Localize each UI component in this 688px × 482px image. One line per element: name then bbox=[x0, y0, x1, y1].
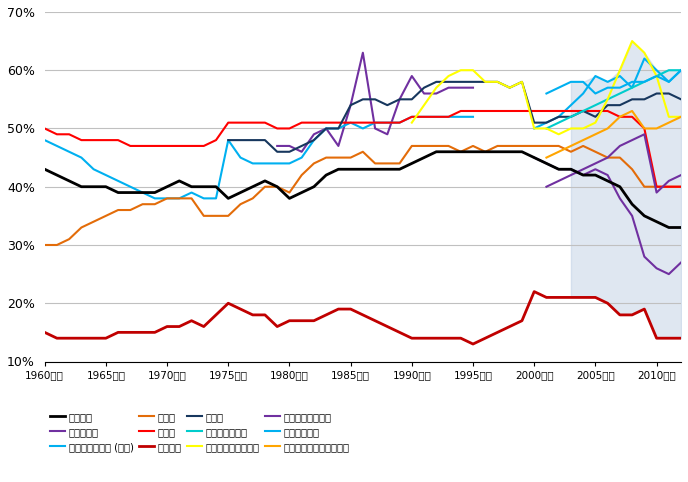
情報通信業 bbox=[420, 91, 428, 96]
小売業 bbox=[420, 114, 428, 120]
不動産業 bbox=[677, 335, 685, 341]
生活関連サービス業 bbox=[444, 73, 453, 79]
情報通信業 bbox=[677, 260, 685, 266]
不動産業 bbox=[469, 341, 477, 347]
Line: 小売業: 小売業 bbox=[45, 111, 681, 187]
Line: 飲食サービス業: 飲食サービス業 bbox=[546, 70, 681, 129]
生活関連サービス業 bbox=[408, 120, 416, 125]
運輸業、郵便業 (集約) bbox=[420, 114, 428, 120]
不動産業 bbox=[555, 295, 563, 300]
宿泊業 bbox=[530, 120, 538, 125]
卸売業 bbox=[420, 143, 428, 149]
Line: 運輸業、郵便業 (集約): 運輸業、郵便業 (集約) bbox=[45, 58, 681, 199]
非製造業 bbox=[420, 155, 428, 161]
宿泊業 bbox=[677, 96, 685, 102]
宿泊業 bbox=[444, 79, 453, 85]
非製造業 bbox=[542, 161, 550, 166]
卸売業 bbox=[408, 143, 416, 149]
生活関連サービス業 bbox=[603, 96, 612, 102]
不動産業 bbox=[41, 330, 49, 335]
不動産業 bbox=[444, 335, 453, 341]
運輸業、郵便業 (集約) bbox=[542, 120, 550, 125]
非製造業 bbox=[677, 225, 685, 230]
非製造業 bbox=[41, 166, 49, 172]
卸売業 bbox=[212, 213, 220, 219]
運輸業、郵便業 (集約) bbox=[616, 73, 624, 79]
不動産業 bbox=[408, 335, 416, 341]
宿泊業 bbox=[420, 85, 428, 91]
卸売業 bbox=[616, 155, 624, 161]
運輸業、郵便業 (集約) bbox=[408, 114, 416, 120]
Line: 不動産業: 不動産業 bbox=[45, 292, 681, 344]
Line: 非製造業: 非製造業 bbox=[45, 152, 681, 228]
小売業 bbox=[542, 108, 550, 114]
運輸業、郵便業 (集約) bbox=[444, 114, 453, 120]
医療、福祉業 bbox=[603, 85, 612, 91]
小売業 bbox=[212, 137, 220, 143]
不動産業 bbox=[530, 289, 538, 295]
小売業 bbox=[652, 184, 660, 189]
不動産業 bbox=[457, 335, 465, 341]
小売業 bbox=[469, 108, 477, 114]
飲食サービス業 bbox=[677, 67, 685, 73]
小売業 bbox=[444, 114, 453, 120]
卸売業 bbox=[432, 143, 440, 149]
教育、学習支援業 bbox=[677, 172, 685, 178]
Legend: 非製造業, 情報通信業, 運輸業、郵便業 (集約), 卸売業, 小売業, 不動産業, 宿泊業, 飲食サービス業, 生活関連サービス業, 教育、学習支援業, 医療: 非製造業, 情報通信業, 運輸業、郵便業 (集約), 卸売業, 小売業, 不動産… bbox=[50, 412, 350, 452]
非製造業 bbox=[665, 225, 673, 230]
Line: 卸売業: 卸売業 bbox=[45, 146, 681, 245]
運輸業、郵便業 (集約) bbox=[212, 196, 220, 201]
職業紹介・労働者派遣業 bbox=[603, 126, 612, 132]
運輸業、郵便業 (集約) bbox=[677, 67, 685, 73]
運輸業、郵便業 (集約) bbox=[41, 137, 49, 143]
情報通信業 bbox=[530, 155, 538, 161]
不動産業 bbox=[212, 312, 220, 318]
宿泊業 bbox=[603, 102, 612, 108]
卸売業 bbox=[41, 242, 49, 248]
情報通信業 bbox=[408, 73, 416, 79]
職業紹介・労働者派遣業 bbox=[677, 114, 685, 120]
不動産業 bbox=[420, 335, 428, 341]
非製造業 bbox=[457, 149, 465, 155]
小売業 bbox=[41, 126, 49, 132]
非製造業 bbox=[408, 161, 416, 166]
卸売業 bbox=[457, 149, 465, 155]
Line: 宿泊業: 宿泊業 bbox=[228, 82, 681, 152]
生活関連サービス業 bbox=[677, 114, 685, 120]
情報通信業 bbox=[603, 172, 612, 178]
Line: 生活関連サービス業: 生活関連サービス業 bbox=[412, 41, 681, 134]
医療、福祉業 bbox=[677, 67, 685, 73]
生活関連サービス業 bbox=[530, 126, 538, 132]
小売業 bbox=[408, 114, 416, 120]
飲食サービス業 bbox=[603, 96, 612, 102]
卸売業 bbox=[542, 143, 550, 149]
Line: 情報通信業: 情報通信業 bbox=[228, 53, 681, 274]
Line: 教育、学習支援業: 教育、学習支援業 bbox=[546, 134, 681, 192]
小売業 bbox=[677, 184, 685, 189]
情報通信業 bbox=[444, 85, 453, 91]
卸売業 bbox=[677, 184, 685, 189]
小売業 bbox=[457, 108, 465, 114]
教育、学習支援業 bbox=[603, 155, 612, 161]
宿泊業 bbox=[408, 96, 416, 102]
非製造業 bbox=[469, 149, 477, 155]
Line: 職業紹介・労働者派遣業: 職業紹介・労働者派遣業 bbox=[546, 111, 681, 158]
生活関連サービス業 bbox=[420, 102, 428, 108]
Line: 医療、福祉業: 医療、福祉業 bbox=[546, 70, 681, 94]
非製造業 bbox=[212, 184, 220, 189]
非製造業 bbox=[432, 149, 440, 155]
